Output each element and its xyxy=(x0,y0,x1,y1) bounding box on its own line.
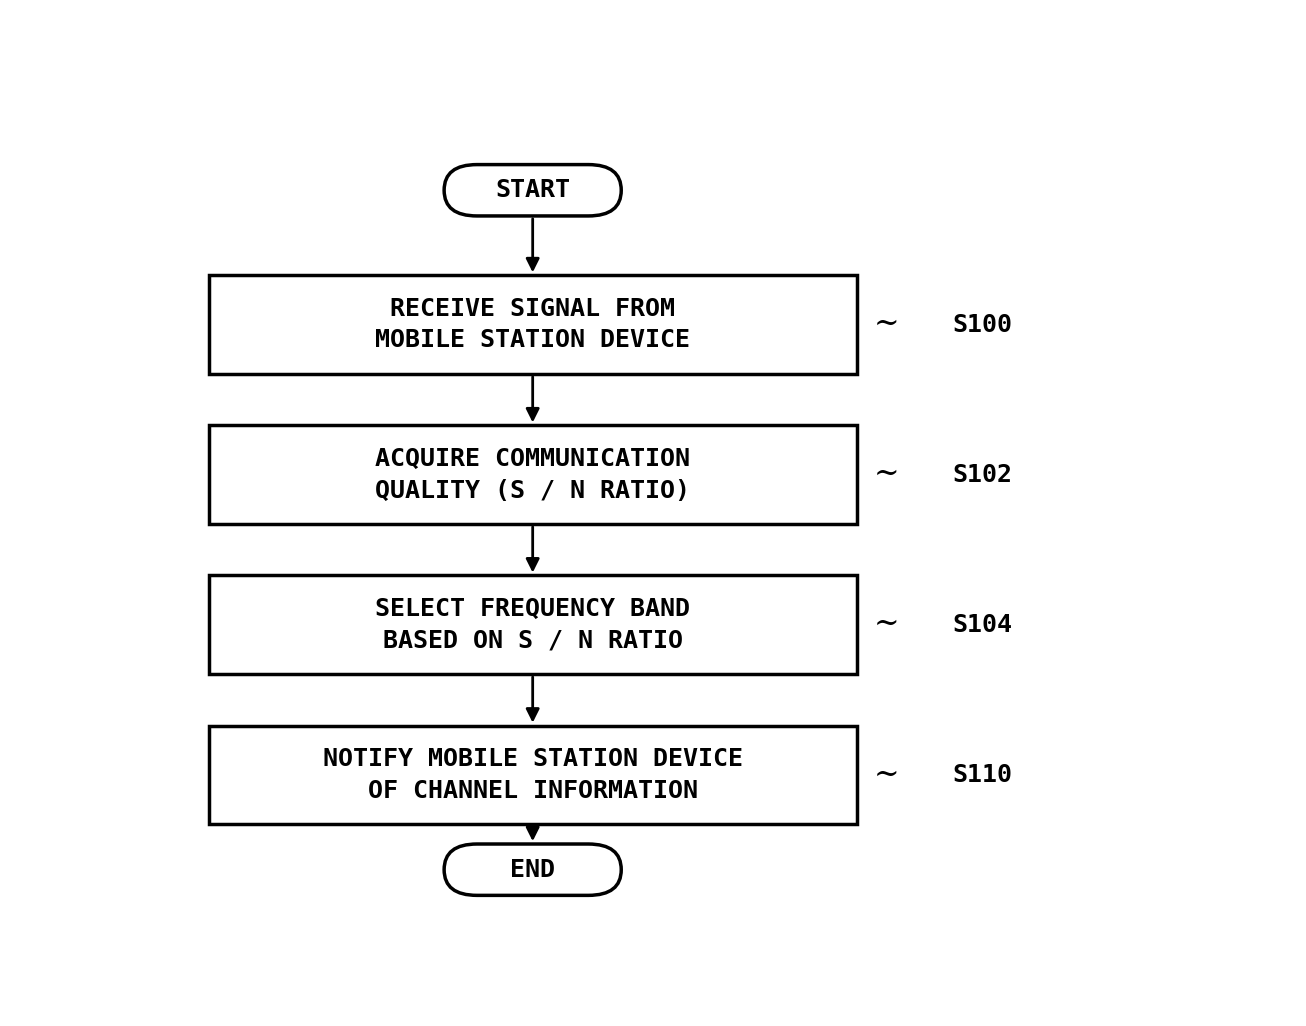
Bar xyxy=(209,725,857,824)
Text: NOTIFY MOBILE STATION DEVICE
OF CHANNEL INFORMATION: NOTIFY MOBILE STATION DEVICE OF CHANNEL … xyxy=(323,747,743,802)
Text: RECEIVE SIGNAL FROM
MOBILE STATION DEVICE: RECEIVE SIGNAL FROM MOBILE STATION DEVIC… xyxy=(375,297,690,352)
Text: ~: ~ xyxy=(874,759,900,790)
Text: START: START xyxy=(495,179,571,202)
Bar xyxy=(209,275,857,373)
Text: ~: ~ xyxy=(874,309,900,340)
Bar xyxy=(209,576,857,674)
Bar xyxy=(209,426,857,524)
Text: END: END xyxy=(511,858,555,881)
Text: S102: S102 xyxy=(953,463,1012,486)
Text: S100: S100 xyxy=(953,313,1012,337)
Text: S104: S104 xyxy=(953,613,1012,637)
Text: ~: ~ xyxy=(874,609,900,640)
FancyBboxPatch shape xyxy=(444,844,622,896)
Text: S110: S110 xyxy=(953,763,1012,787)
Text: ~: ~ xyxy=(874,460,900,490)
FancyBboxPatch shape xyxy=(444,164,622,215)
Text: SELECT FREQUENCY BAND
BASED ON S / N RATIO: SELECT FREQUENCY BAND BASED ON S / N RAT… xyxy=(375,597,690,653)
Text: ACQUIRE COMMUNICATION
QUALITY (S / N RATIO): ACQUIRE COMMUNICATION QUALITY (S / N RAT… xyxy=(375,447,690,503)
